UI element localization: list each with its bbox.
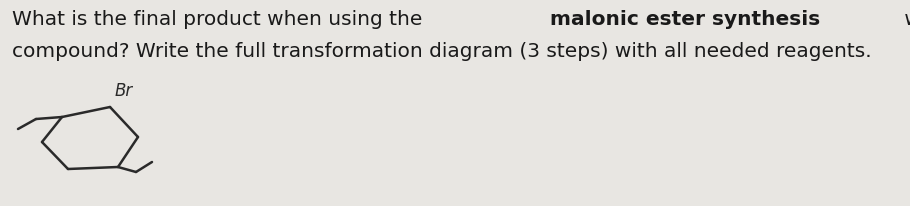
Text: What is the final product when using the: What is the final product when using the [12,10,429,29]
Text: Br: Br [115,82,133,99]
Text: malonic ester synthesis: malonic ester synthesis [550,10,820,29]
Text: compound? Write the full transformation diagram (3 steps) with all needed reagen: compound? Write the full transformation … [12,42,872,61]
Text: with the following: with the following [898,10,910,29]
